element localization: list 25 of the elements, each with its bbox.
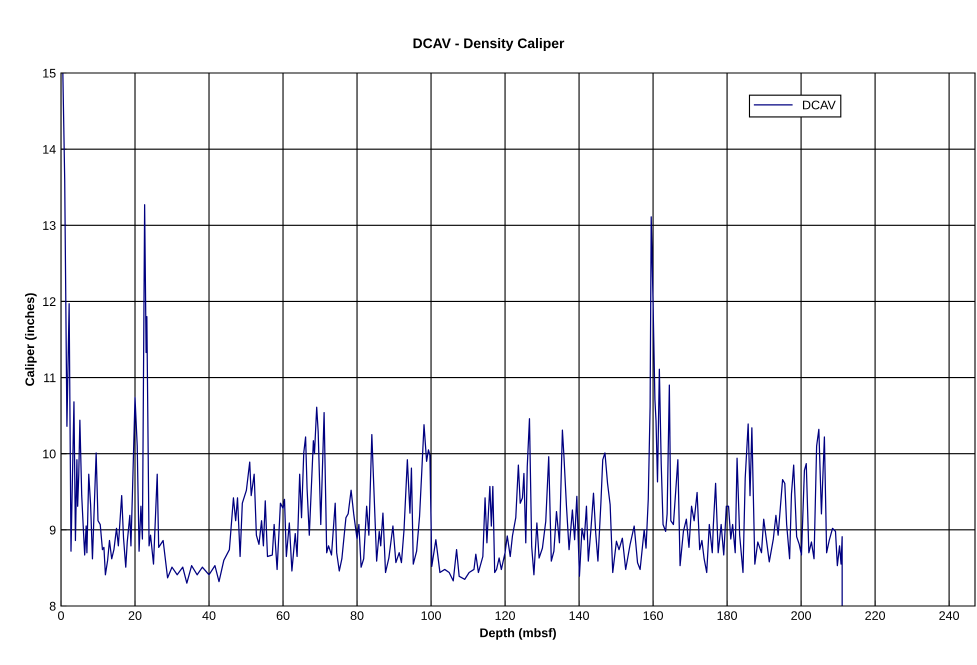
x-tick-label: 220 (865, 611, 886, 620)
x-tick-label: 120 (496, 611, 515, 620)
y-axis-title: Caliper (inches) (25, 293, 37, 386)
x-tick-label: 200 (791, 611, 812, 620)
y-tick-label: 8 (50, 602, 56, 611)
y-tick-label: 14 (43, 145, 56, 154)
x-tick-label: 240 (939, 611, 960, 620)
y-tick-label: 9 (50, 526, 56, 535)
x-tick-label: 140 (570, 611, 589, 620)
y-tick-label: 10 (43, 450, 56, 458)
x-tick-label: 100 (422, 611, 441, 620)
x-tick-label: 80 (350, 611, 364, 620)
x-tick-label: 0 (58, 611, 64, 620)
legend-label: DCAV (803, 100, 836, 110)
x-axis-title: Depth (mbsf) (480, 628, 556, 640)
x-tick-label: 40 (202, 611, 216, 620)
x-tick-label: 60 (276, 611, 290, 620)
x-tick-label: 160 (644, 611, 664, 620)
x-tick-label: 20 (128, 611, 142, 620)
x-tick-label: 180 (718, 611, 738, 620)
chart-title: DCAV - Density Caliper (414, 38, 564, 51)
y-tick-label: 12 (43, 297, 56, 306)
y-tick-label: 15 (43, 68, 56, 78)
y-tick-label: 13 (43, 221, 56, 230)
y-tick-label: 11 (44, 374, 56, 382)
